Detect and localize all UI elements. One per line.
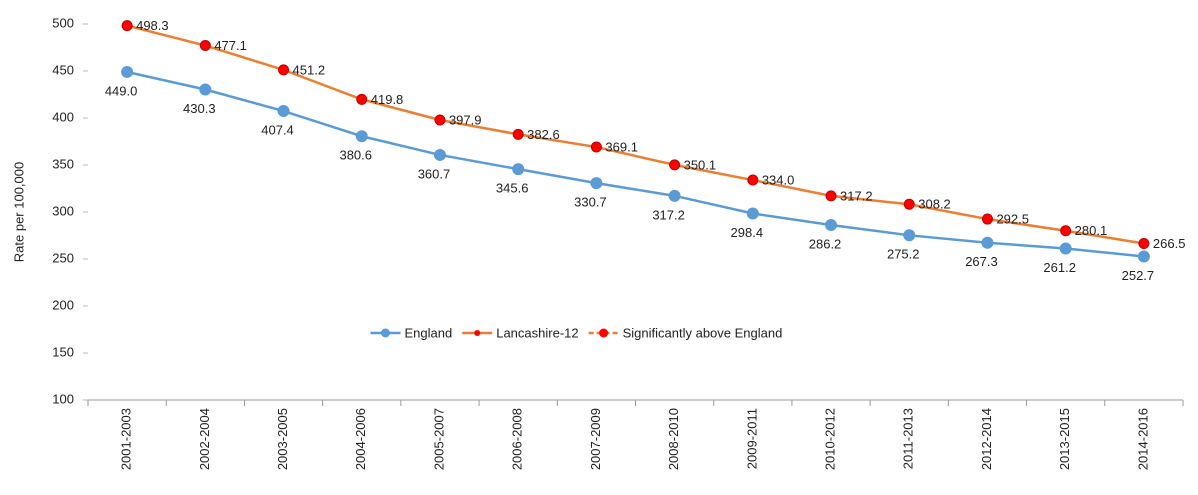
legend-label: England bbox=[405, 325, 453, 340]
y-tick-label: 250 bbox=[52, 250, 74, 265]
point-marker bbox=[746, 207, 759, 220]
x-tick-label: 2002-2004 bbox=[197, 408, 212, 470]
point-marker bbox=[512, 128, 524, 140]
point-marker bbox=[278, 64, 290, 76]
x-tick-label: 2013-2015 bbox=[1057, 408, 1072, 470]
y-tick-label: 300 bbox=[52, 203, 74, 218]
data-label: 380.6 bbox=[339, 148, 372, 163]
x-tick-label: 2012-2014 bbox=[979, 408, 994, 470]
point-marker bbox=[1059, 242, 1072, 255]
x-tick-label: 2010-2012 bbox=[822, 408, 837, 470]
point-marker bbox=[590, 177, 603, 190]
data-label: 286.2 bbox=[809, 236, 842, 251]
point-marker bbox=[199, 40, 211, 52]
x-tick-label: 2008-2010 bbox=[666, 408, 681, 470]
data-label: 266.5 bbox=[1153, 236, 1186, 251]
data-label: 451.2 bbox=[293, 62, 326, 77]
data-label: 308.2 bbox=[918, 197, 951, 212]
point-marker bbox=[512, 163, 525, 176]
legend-label: Significantly above England bbox=[623, 325, 783, 340]
x-tick-label: 2004-2006 bbox=[353, 408, 368, 470]
legend-swatch-marker bbox=[599, 328, 609, 338]
legend-swatch-marker bbox=[474, 330, 481, 336]
y-tick-label: 150 bbox=[52, 344, 74, 359]
point-marker bbox=[121, 20, 133, 32]
data-label: 369.1 bbox=[605, 139, 638, 154]
series-line bbox=[126, 24, 1145, 245]
point-marker bbox=[277, 105, 290, 118]
data-label: 345.6 bbox=[496, 181, 529, 196]
point-marker bbox=[747, 174, 759, 186]
data-label: 350.1 bbox=[684, 157, 717, 172]
data-label: 275.2 bbox=[887, 247, 920, 262]
data-label: 330.7 bbox=[574, 195, 607, 210]
x-tick-label: 2006-2008 bbox=[510, 408, 525, 470]
y-tick-label: 100 bbox=[52, 391, 74, 406]
point-marker bbox=[903, 229, 916, 242]
point-marker bbox=[903, 198, 915, 210]
data-label: 419.8 bbox=[371, 92, 404, 107]
x-tick-label: 2009-2011 bbox=[744, 408, 759, 469]
point-marker bbox=[433, 148, 446, 161]
point-marker bbox=[669, 159, 681, 171]
data-label: 261.2 bbox=[1043, 260, 1076, 275]
point-marker bbox=[355, 130, 368, 143]
y-axis-label: Rate per 100,000 bbox=[11, 162, 26, 262]
point-marker bbox=[668, 189, 681, 202]
point-marker bbox=[1060, 225, 1072, 237]
data-label: 397.9 bbox=[449, 112, 482, 127]
data-label: 477.1 bbox=[214, 38, 247, 53]
point-marker bbox=[590, 141, 602, 153]
x-tick-label: 2005-2007 bbox=[431, 408, 446, 470]
data-label: 317.2 bbox=[652, 207, 685, 222]
y-tick-label: 500 bbox=[52, 15, 74, 30]
x-tick-label: 2007-2009 bbox=[588, 408, 603, 470]
point-marker bbox=[825, 190, 837, 202]
legend-label: Lancashire-12 bbox=[496, 325, 578, 340]
data-label: 430.3 bbox=[183, 101, 216, 116]
y-tick-label: 450 bbox=[52, 62, 74, 77]
x-tick-label: 2011-2013 bbox=[901, 408, 916, 469]
legend-swatch-marker bbox=[381, 328, 390, 338]
data-label: 252.7 bbox=[1122, 268, 1155, 283]
data-label: 498.3 bbox=[136, 18, 169, 33]
data-label: 407.4 bbox=[261, 122, 294, 137]
point-marker bbox=[434, 114, 446, 126]
data-label: 360.7 bbox=[418, 166, 451, 181]
data-label: 298.4 bbox=[731, 225, 764, 240]
point-marker bbox=[199, 83, 212, 96]
point-marker bbox=[1137, 250, 1150, 263]
point-marker bbox=[121, 65, 134, 78]
point-marker bbox=[356, 93, 368, 105]
data-label: 267.3 bbox=[965, 254, 998, 269]
y-tick-label: 200 bbox=[52, 297, 74, 312]
x-tick-label: 2003-2005 bbox=[275, 408, 290, 470]
data-label: 449.0 bbox=[105, 83, 138, 98]
legend: England Lancashire-12 Significantly above … bbox=[370, 325, 783, 340]
series-line bbox=[126, 70, 1145, 258]
data-label: 334.0 bbox=[762, 172, 795, 187]
point-marker bbox=[981, 236, 994, 249]
point-marker bbox=[1138, 237, 1150, 249]
x-tick-label: 2001-2003 bbox=[119, 408, 134, 470]
point-marker bbox=[825, 218, 838, 231]
data-label: 292.5 bbox=[996, 211, 1029, 226]
y-tick-label: 350 bbox=[52, 156, 74, 171]
x-tick-label: 2014-2016 bbox=[1135, 408, 1150, 470]
point-marker bbox=[981, 213, 993, 225]
data-label: 317.2 bbox=[840, 188, 873, 203]
data-label: 280.1 bbox=[1075, 223, 1108, 238]
data-label: 382.6 bbox=[527, 127, 560, 142]
y-tick-label: 400 bbox=[52, 109, 74, 124]
